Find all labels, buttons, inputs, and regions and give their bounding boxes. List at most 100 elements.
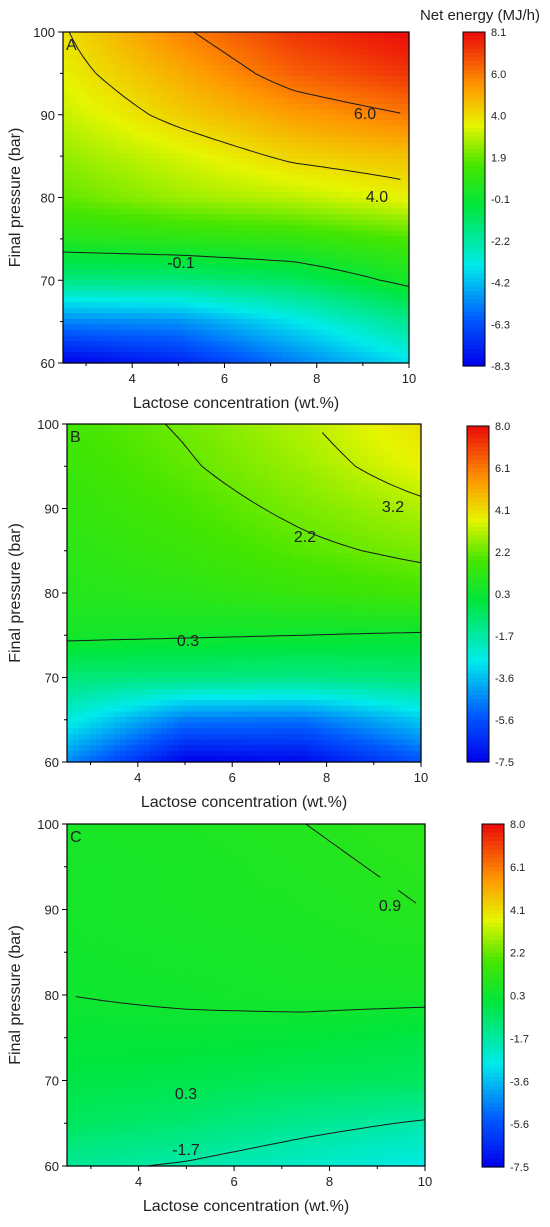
contour-cell <box>196 502 204 510</box>
colorbar-segment <box>463 132 485 137</box>
contour-cell <box>255 435 263 442</box>
contour-cell <box>218 335 226 342</box>
contour-cell <box>90 525 98 532</box>
contour-cell <box>391 65 399 72</box>
contour-cell <box>149 302 156 309</box>
contour-cell <box>362 247 370 254</box>
contour-cell <box>195 329 202 337</box>
contour-cell <box>253 269 260 276</box>
contour-cell <box>166 164 174 171</box>
contour-cell <box>90 536 98 543</box>
contour-cell <box>172 225 179 232</box>
contour-cell <box>249 525 257 532</box>
contour-cell <box>374 307 381 314</box>
contour-cell <box>287 59 295 66</box>
contour-cell <box>63 252 70 259</box>
contour-cell <box>247 169 254 177</box>
contour-cell <box>155 502 162 510</box>
contour-cell <box>173 497 180 504</box>
contour-cell <box>120 497 127 504</box>
contour-cell <box>374 48 381 55</box>
contour-cell <box>109 169 116 177</box>
contour-cell <box>184 258 191 265</box>
contour-cell <box>68 252 76 259</box>
contour-cell <box>214 502 221 510</box>
contour-cell <box>63 274 70 281</box>
contour-cell <box>285 469 292 476</box>
contour-cell <box>114 435 121 442</box>
colorbar-segment <box>463 257 485 263</box>
contour-cell <box>338 514 345 521</box>
colorbar-segment <box>463 249 485 254</box>
contour-cell <box>155 424 162 431</box>
contour-cell <box>207 191 214 199</box>
contour-cell <box>86 291 93 298</box>
contour-cell <box>391 87 399 94</box>
contour-cell <box>236 43 243 50</box>
contour-cell <box>86 324 93 331</box>
contour-cell <box>322 70 329 77</box>
contour-cell <box>149 480 157 487</box>
contour-cell <box>310 313 318 320</box>
contour-cell <box>279 469 286 476</box>
contour-cell <box>63 296 70 303</box>
contour-cell <box>303 463 310 470</box>
contour-cell <box>184 274 191 281</box>
contour-cell <box>293 307 301 314</box>
contour-cell <box>166 291 174 298</box>
contour-cell <box>166 208 174 215</box>
contour-cell <box>137 103 145 110</box>
contour-cell <box>218 76 226 83</box>
contour-cell <box>207 48 214 55</box>
contour-cell <box>287 252 295 259</box>
contour-cell <box>385 109 393 116</box>
contour-cell <box>132 280 139 287</box>
contour-cell <box>232 508 239 515</box>
contour-cell <box>270 54 277 61</box>
contour-cell <box>356 491 363 498</box>
contour-cell <box>379 474 387 481</box>
contour-cell <box>178 203 185 210</box>
contour-cell <box>103 197 110 204</box>
contour-cell <box>103 335 110 342</box>
contour-cell <box>91 263 99 270</box>
contour-cell <box>276 158 283 165</box>
contour-cell <box>132 92 139 99</box>
contour-cell <box>108 446 115 453</box>
contour-cell <box>90 485 98 493</box>
colorbar-segment <box>463 203 485 208</box>
contour-cell <box>368 357 375 364</box>
contour-cell <box>224 230 231 237</box>
contour-cell <box>255 469 263 476</box>
contour-cell <box>218 252 226 259</box>
contour-cell <box>391 225 399 232</box>
contour-cell <box>143 37 151 44</box>
contour-cell <box>362 307 370 314</box>
contour-cell <box>328 76 335 83</box>
contour-cell <box>385 435 393 442</box>
contour-cell <box>155 203 162 210</box>
contour-cell <box>303 452 310 459</box>
contour-cell <box>68 54 76 61</box>
contour-cell <box>149 258 156 265</box>
contour-cell <box>357 307 364 314</box>
contour-cell <box>195 169 202 177</box>
contour-cell <box>385 180 393 188</box>
contour-cell <box>310 208 318 215</box>
contour-cell <box>362 313 370 320</box>
contour-cell <box>137 169 145 177</box>
contour-cell <box>368 48 375 55</box>
contour-cell <box>126 203 133 210</box>
contour-cell <box>212 92 220 99</box>
contour-cell <box>143 164 151 171</box>
contour-cell <box>316 274 324 281</box>
contour-cell <box>261 508 269 515</box>
contour-cell <box>166 158 174 165</box>
contour-cell <box>270 142 277 149</box>
contour-cell <box>308 452 316 459</box>
contour-cell <box>299 169 306 177</box>
contour-cell <box>357 203 364 210</box>
contour-cell <box>137 87 145 94</box>
contour-cell <box>285 446 292 453</box>
contour-cell <box>322 340 329 348</box>
